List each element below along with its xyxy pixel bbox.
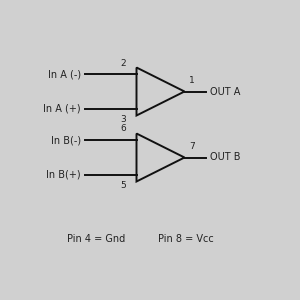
Text: 1: 1 — [189, 76, 195, 85]
Text: In B(-): In B(-) — [51, 135, 81, 145]
Text: 6: 6 — [120, 124, 126, 134]
Text: OUT B: OUT B — [210, 152, 241, 163]
Text: 2: 2 — [120, 58, 126, 68]
Text: In B(+): In B(+) — [46, 170, 81, 180]
Text: Pin 4 = Gnd: Pin 4 = Gnd — [67, 233, 125, 244]
Text: OUT A: OUT A — [210, 86, 240, 97]
Text: 3: 3 — [120, 116, 126, 124]
Text: Pin 8 = Vcc: Pin 8 = Vcc — [158, 233, 214, 244]
Text: 5: 5 — [120, 182, 126, 190]
Text: In A (-): In A (-) — [48, 69, 81, 79]
Text: 7: 7 — [189, 142, 195, 151]
Text: In A (+): In A (+) — [44, 104, 81, 114]
